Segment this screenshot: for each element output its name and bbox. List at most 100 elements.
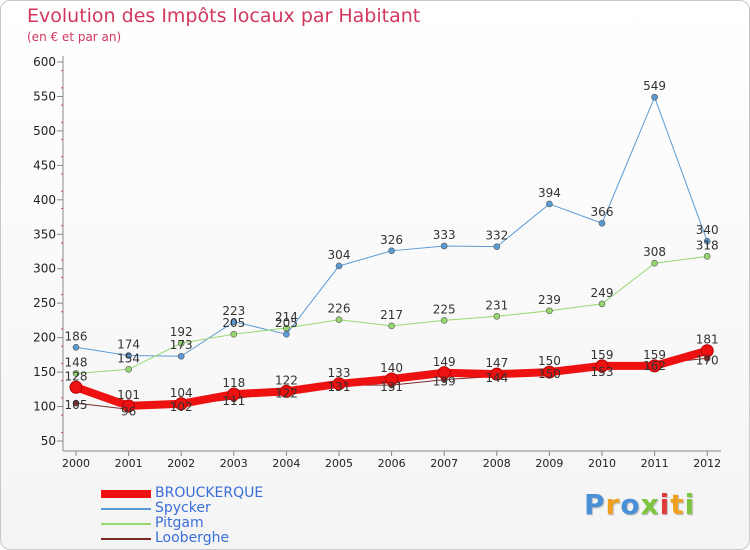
data-label: 96 bbox=[121, 404, 136, 418]
data-point bbox=[388, 322, 395, 330]
data-point bbox=[72, 370, 80, 377]
logo-letter: r bbox=[605, 488, 621, 521]
data-label: 173 bbox=[170, 338, 193, 352]
data-label: 101 bbox=[117, 388, 140, 402]
data-point bbox=[493, 312, 501, 320]
data-point bbox=[546, 200, 553, 208]
data-label: 139 bbox=[433, 375, 456, 389]
data-point bbox=[595, 359, 609, 373]
x-tick-label: 2009 bbox=[535, 457, 563, 470]
y-tick-label: 500 bbox=[33, 124, 56, 138]
data-label: 102 bbox=[170, 400, 193, 414]
data-label: 394 bbox=[538, 186, 561, 200]
data-label: 104 bbox=[170, 386, 193, 400]
data-point bbox=[283, 324, 290, 332]
data-point bbox=[230, 318, 238, 326]
legend-swatch bbox=[101, 490, 151, 498]
data-point bbox=[72, 399, 80, 407]
data-point bbox=[598, 219, 606, 227]
y-tick-label: 350 bbox=[33, 227, 56, 241]
legend-swatch bbox=[101, 508, 151, 510]
data-label: 154 bbox=[117, 351, 140, 365]
chart-subtitle: (en € et par an) bbox=[27, 30, 122, 44]
data-label: 144 bbox=[485, 371, 508, 385]
data-point bbox=[177, 339, 185, 347]
data-label: 159 bbox=[643, 348, 666, 362]
data-label: 174 bbox=[117, 338, 140, 352]
x-tick-label: 2004 bbox=[272, 457, 300, 470]
data-point bbox=[122, 399, 136, 413]
logo-letter: x bbox=[640, 488, 660, 521]
data-point bbox=[72, 343, 80, 351]
data-point bbox=[385, 372, 399, 386]
data-label: 118 bbox=[222, 376, 245, 390]
data-point bbox=[490, 367, 504, 381]
y-tick-label: 250 bbox=[33, 296, 56, 310]
data-point bbox=[440, 242, 448, 250]
data-label: 140 bbox=[380, 361, 403, 375]
data-label: 333 bbox=[433, 228, 456, 242]
data-label: 181 bbox=[696, 333, 719, 347]
y-tick-label: 300 bbox=[33, 262, 56, 276]
logo-letter: P bbox=[584, 488, 606, 521]
data-label: 223 bbox=[222, 304, 245, 318]
y-tick-label: 150 bbox=[33, 365, 56, 379]
data-point bbox=[648, 359, 662, 373]
data-label: 366 bbox=[591, 205, 614, 219]
legend-label: Spycker bbox=[155, 500, 211, 516]
data-label: 249 bbox=[591, 286, 614, 300]
x-tick-label: 2010 bbox=[588, 457, 616, 470]
data-label: 170 bbox=[696, 353, 719, 367]
x-tick-label: 2011 bbox=[641, 457, 669, 470]
x-tick-label: 2006 bbox=[378, 457, 406, 470]
data-point bbox=[598, 300, 606, 308]
data-label: 159 bbox=[591, 348, 614, 362]
data-point bbox=[125, 352, 132, 359]
data-point bbox=[440, 317, 448, 324]
data-point bbox=[279, 384, 293, 398]
data-label: 226 bbox=[328, 302, 351, 316]
y-tick-label: 200 bbox=[33, 331, 56, 345]
data-label: 128 bbox=[65, 369, 88, 383]
data-point bbox=[493, 243, 501, 250]
x-tick-label: 2000 bbox=[62, 457, 90, 470]
chart-title: Evolution des Impôts locaux par Habitant bbox=[27, 5, 421, 27]
x-tick-label: 2002 bbox=[167, 457, 195, 470]
legend-swatch bbox=[101, 523, 151, 525]
legend-label: Pitgam bbox=[155, 515, 204, 531]
data-label: 162 bbox=[643, 359, 666, 373]
x-tick-label: 2001 bbox=[115, 457, 143, 470]
data-point bbox=[542, 365, 556, 379]
data-label: 231 bbox=[485, 298, 508, 312]
data-label: 205 bbox=[275, 316, 298, 330]
proxiti-logo: Proxiti bbox=[584, 488, 695, 521]
data-label: 205 bbox=[222, 316, 245, 330]
data-label: 225 bbox=[433, 302, 456, 316]
y-tick-label: 450 bbox=[33, 158, 56, 172]
legend-swatch bbox=[101, 538, 151, 540]
data-point bbox=[174, 397, 188, 411]
data-label: 192 bbox=[170, 325, 193, 339]
data-label: 239 bbox=[538, 293, 561, 307]
legend-label: Looberghe bbox=[155, 530, 230, 546]
data-point bbox=[69, 380, 83, 394]
data-point bbox=[703, 253, 711, 260]
x-tick-label: 2012 bbox=[693, 457, 721, 470]
logo-letter: o bbox=[620, 488, 641, 521]
data-label: 153 bbox=[591, 365, 614, 379]
data-label: 186 bbox=[65, 329, 88, 343]
x-tick-label: 2005 bbox=[325, 457, 353, 470]
data-label: 131 bbox=[328, 380, 351, 394]
logo-letter: i bbox=[659, 488, 671, 521]
data-point bbox=[230, 330, 238, 338]
y-tick-label: 400 bbox=[33, 193, 56, 207]
data-point bbox=[227, 387, 241, 401]
data-label: 122 bbox=[275, 386, 298, 400]
data-point bbox=[335, 316, 343, 324]
data-point bbox=[437, 366, 451, 380]
data-label: 149 bbox=[433, 355, 456, 369]
data-label: 332 bbox=[485, 229, 508, 243]
data-point bbox=[283, 330, 290, 338]
